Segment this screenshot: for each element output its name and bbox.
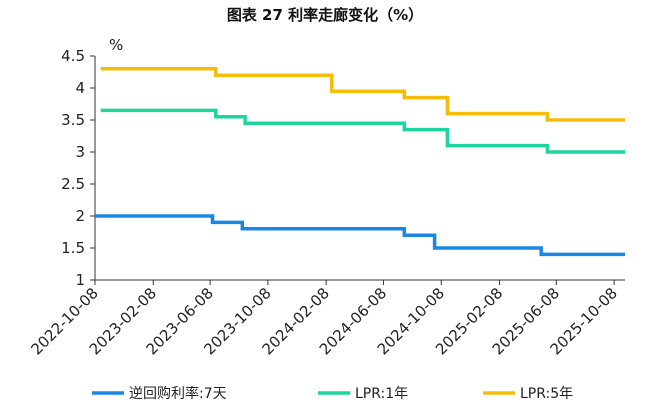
series-line-1 [95,214,625,257]
chart-title: 图表 27 利率走廊变化（%） [226,6,424,24]
y-tick-label: 4 [75,79,85,97]
legend-label-1: 逆回购利率:7天 [129,385,227,402]
y-tick-label: 2.5 [61,175,85,193]
series-layer [95,67,625,257]
y-axis-unit: % [109,36,123,54]
axes: 4.543.532.521.51%2022-10-082023-02-08202… [27,36,625,358]
legend-label-3: LPR:5年 [520,386,573,402]
y-tick-label: 1.5 [61,239,85,257]
y-tick-label: 3.5 [61,111,85,129]
y-tick-label: 1 [75,271,85,289]
y-tick-label: 2 [75,207,85,225]
series-line-2 [100,108,625,154]
series-line-3 [100,67,625,122]
y-tick-label: 3 [75,143,85,161]
legend-label-2: LPR:1年 [355,386,408,402]
legend: 逆回购利率:7天 LPR:1年 LPR:5年 [92,385,573,402]
y-tick-label: 4.5 [61,47,85,65]
